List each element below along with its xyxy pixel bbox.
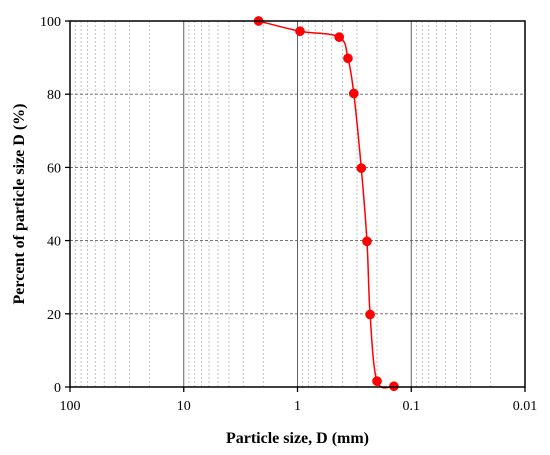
data-point (356, 163, 367, 173)
data-point (362, 236, 372, 247)
data-series-line (258, 20, 395, 389)
data-point (295, 26, 305, 37)
y-tick-label: 80 (47, 88, 61, 103)
data-point (372, 376, 382, 386)
y-tick-label: 0 (54, 381, 61, 396)
data-point (334, 32, 345, 42)
y-tick-label: 60 (47, 161, 61, 176)
x-axis-title: Particle size, D (mm) (226, 430, 369, 447)
y-tick-label: 100 (40, 15, 61, 30)
x-tick-label: 1 (294, 399, 301, 414)
y-axis-title: Percent of particle size D (%) (11, 104, 28, 305)
y-tick-label: 40 (47, 235, 61, 250)
x-tick-label: 0.1 (403, 399, 421, 414)
axis-ticks: 100 10 1 0.1 0.01 0 20 40 60 80 100 (40, 15, 537, 414)
x-tick-label: 0.01 (513, 399, 538, 414)
data-point (348, 88, 359, 99)
data-points (253, 16, 399, 392)
data-point (343, 53, 353, 64)
x-tick-label: 10 (177, 399, 191, 414)
series-line (258, 20, 395, 389)
y-tick-label: 20 (47, 308, 61, 323)
data-point (365, 309, 375, 320)
x-tick-label: 100 (60, 399, 81, 414)
grid-lines (70, 21, 525, 387)
